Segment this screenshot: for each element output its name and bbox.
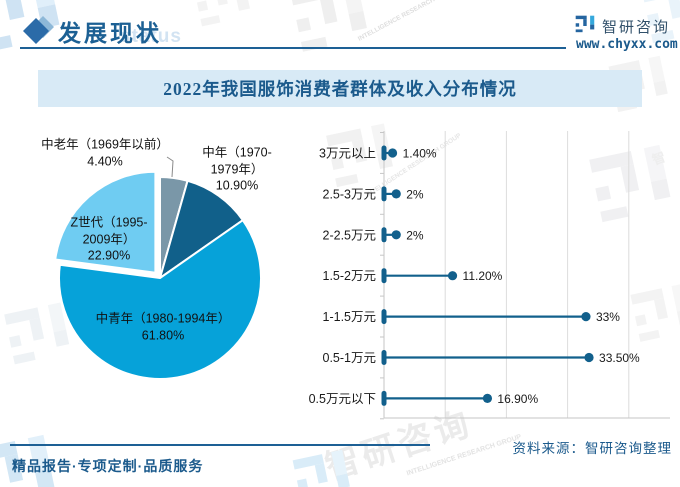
footer-tagline: 精品报告·专项定制·品质服务 bbox=[12, 458, 204, 474]
category-label: 2-2.5万元 bbox=[323, 228, 377, 242]
lollipop-base bbox=[381, 145, 387, 161]
page-title: 发展现状 bbox=[58, 20, 162, 46]
pie-chart: 中老年（1969年以前） 4.40% 中年（1970- 1979年） 10.90% 中青年… bbox=[20, 130, 320, 420]
category-label: 0.5-1万元 bbox=[323, 351, 377, 365]
footer-rule bbox=[10, 444, 430, 446]
value-label: 1.40% bbox=[403, 147, 437, 161]
lollipop-dot bbox=[581, 312, 591, 322]
value-label: 2% bbox=[406, 187, 424, 201]
pie-leader-line bbox=[166, 156, 174, 178]
pie-slice-label-1: 中年（1970- 1979年） 10.90% bbox=[202, 145, 272, 193]
lollipop-dot bbox=[447, 271, 458, 281]
lollipop-base bbox=[381, 390, 387, 406]
category-label: 2.5-3万元 bbox=[323, 187, 377, 201]
category-label: 1-1.5万元 bbox=[323, 310, 377, 324]
lollipop-base bbox=[381, 227, 387, 243]
lollipop-dot bbox=[387, 148, 398, 158]
value-label: 33% bbox=[596, 310, 620, 324]
lollipop-dot bbox=[482, 393, 493, 403]
income-distribution-chart: 3万元以上 1.40% 2.5-3万元 2% 2-2.5万元 2% 1.5-2万元 11.20… bbox=[308, 122, 680, 427]
watermark-logo bbox=[288, 0, 383, 69]
diamond-icon bbox=[23, 16, 54, 44]
brand-logo-icon bbox=[575, 15, 597, 37]
lollipop-dot bbox=[584, 352, 594, 363]
chart-title: 2022年我国服饰消费者群体及收入分布情况 bbox=[163, 79, 517, 99]
pie-slice-label-0: 中老年（1969年以前） 4.40% bbox=[41, 137, 169, 169]
watermark-group-text: INTELLIGENCE RESEARCH GROUP bbox=[405, 433, 523, 478]
lollipop-base bbox=[381, 186, 387, 202]
data-source: 资料来源：智研咨询整理 bbox=[512, 441, 672, 456]
lollipop-dot bbox=[391, 189, 401, 199]
header-rule bbox=[20, 47, 566, 49]
lollipop-svg: 3万元以上 1.40% 2.5-3万元 2% 2-2.5万元 2% 1.5-2万元 11.20… bbox=[309, 131, 670, 420]
pie-slice-3 bbox=[54, 170, 157, 274]
brand-url: www.chyxx.com bbox=[576, 37, 678, 52]
watermark-group-text: INTELLIGENCE RESEARCH GROUP bbox=[356, 0, 459, 43]
lollipop-base bbox=[381, 268, 387, 284]
lollipop-base bbox=[381, 350, 387, 365]
pie-slice-label-2: 中青年（1980-1994年） 61.80% bbox=[95, 311, 231, 343]
pie-slice-1 bbox=[159, 179, 244, 279]
category-label: 0.5万元以下 bbox=[309, 392, 376, 406]
lollipop-dot bbox=[391, 230, 401, 240]
value-label: 16.90% bbox=[497, 392, 538, 406]
lollipop-base bbox=[381, 309, 387, 325]
category-label: 1.5-2万元 bbox=[323, 269, 377, 283]
brand-lockup: 智研咨询 bbox=[575, 15, 670, 37]
pie-svg bbox=[54, 156, 262, 380]
pie-slice-label-3: Z世代（1995- 2009年） 22.90% bbox=[70, 215, 148, 263]
watermark-logo bbox=[190, 0, 261, 40]
status-watermark-text: status bbox=[120, 26, 182, 47]
brand-name: 智研咨询 bbox=[602, 18, 671, 36]
watermark-logo bbox=[290, 446, 361, 487]
category-label: 3万元以上 bbox=[319, 147, 376, 161]
chart-title-bar: 2022年我国服饰消费者群体及收入分布情况 bbox=[38, 70, 642, 107]
value-label: 2% bbox=[406, 228, 424, 242]
value-label: 33.50% bbox=[599, 351, 640, 365]
value-label: 11.20% bbox=[463, 269, 503, 283]
